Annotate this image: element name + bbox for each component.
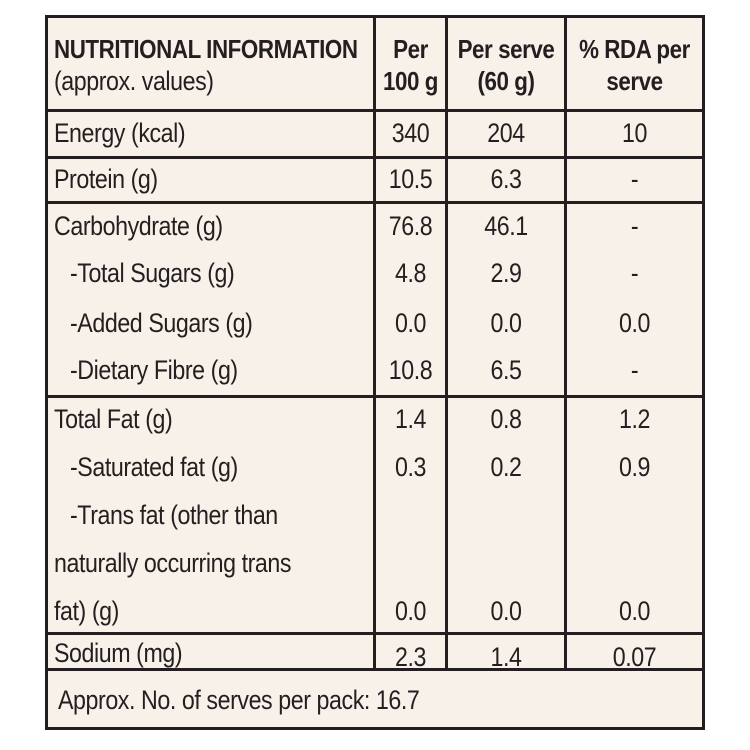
value-perserve: 0.8 [490,404,522,434]
nutrition-table: NUTRITIONAL INFORMATION (approx. values)… [45,15,705,730]
row-divider [48,395,702,398]
value-rda: - [630,258,639,288]
value-rda: 0.0 [618,308,650,338]
value-perserve: 46.1 [484,211,528,241]
row-label-protein: Protein (g) [54,164,158,194]
value-per100: 0.0 [394,596,426,626]
value-per100: 2.3 [394,642,426,672]
header-rda-line2: serve [606,66,663,96]
value-per100: 1.4 [394,404,426,434]
column-divider [373,18,376,668]
row-label-trans-fat-line3: fat) (g) [54,596,119,626]
row-label-trans-fat-line2: naturally occurring trans [54,548,292,578]
value-perserve: 1.4 [490,642,522,672]
value-perserve: 0.0 [490,596,522,626]
value-rda: - [630,355,639,385]
value-rda: 0.0 [618,596,650,626]
row-label-total-sugars: -Total Sugars (g) [70,258,235,288]
value-rda: 1.2 [618,404,650,434]
column-divider [564,18,567,668]
row-divider [48,668,702,671]
value-per100: 10.5 [388,164,433,194]
row-label-sodium: Sodium (mg) [54,638,183,668]
row-label-carbohydrate: Carbohydrate (g) [54,211,223,241]
value-perserve: 6.5 [490,355,522,385]
value-perserve: 0.0 [490,308,522,338]
value-per100: 76.8 [388,211,433,241]
row-label-dietary-fibre: -Dietary Fibre (g) [70,355,238,385]
value-per100: 0.0 [394,308,426,338]
header-perserve-line1: Per serve [457,34,555,64]
value-rda: 10 [622,118,647,148]
row-divider [48,201,702,204]
value-perserve: 2.9 [490,258,522,288]
header-subtitle: (approx. values) [54,66,214,96]
header-per100-line2: 100 g [382,66,439,96]
value-per100: 10.8 [388,355,433,385]
value-perserve: 6.3 [490,164,522,194]
row-label-energy: Energy (kcal) [54,118,186,148]
value-per100: 340 [391,118,430,148]
column-divider [445,18,448,668]
value-per100: 0.3 [394,452,426,482]
row-divider [48,109,702,112]
header-title: NUTRITIONAL INFORMATION [54,34,358,64]
value-rda: - [630,211,639,241]
value-rda: 0.9 [618,452,650,482]
value-perserve: 204 [487,118,525,148]
serves-per-pack: Approx. No. of serves per pack: 16.7 [58,685,420,715]
value-rda: 0.07 [612,642,657,672]
value-perserve: 0.2 [490,452,522,482]
row-divider [48,632,702,635]
header-per100-line1: Per [393,34,428,64]
value-rda: - [630,164,639,194]
row-label-added-sugars: -Added Sugars (g) [70,308,253,338]
row-label-saturated-fat: -Saturated fat (g) [70,452,238,482]
row-label-total-fat: Total Fat (g) [54,404,173,434]
row-label-trans-fat-line1: -Trans fat (other than [70,500,278,530]
header-rda-line1: % RDA per [579,34,690,64]
value-per100: 4.8 [394,258,426,288]
row-divider [48,156,702,159]
header-perserve-line2: (60 g) [477,66,535,96]
